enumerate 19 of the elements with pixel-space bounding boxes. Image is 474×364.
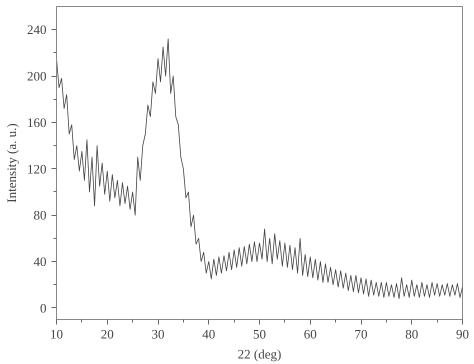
x-tick-label: 70 — [354, 326, 368, 342]
line-series — [56, 38, 462, 300]
x-tick-label: 40 — [202, 326, 216, 342]
y-tick-label: 120 — [27, 161, 46, 176]
y-axis-title: Intensity (a. u.) — [4, 123, 19, 203]
x-tick-label: 30 — [152, 326, 164, 342]
x-tick-label: 60 — [304, 326, 317, 342]
y-tick-label: 0 — [40, 300, 46, 316]
x-tick-label: 10 — [50, 326, 63, 342]
y-tick-label: 240 — [27, 22, 46, 38]
x-tick-label: 80 — [405, 326, 418, 342]
x-tick-label: 50 — [253, 326, 266, 342]
y-tick-label: 80 — [34, 208, 46, 223]
y-tick-label: 160 — [27, 114, 46, 130]
x-tick-label: 20 — [100, 326, 114, 342]
y-tick-label: 40 — [34, 254, 46, 270]
x-axis-title: 22 (deg) — [238, 346, 282, 362]
y-tick-label: 200 — [27, 68, 46, 84]
x-tick-label: 90 — [456, 326, 469, 342]
